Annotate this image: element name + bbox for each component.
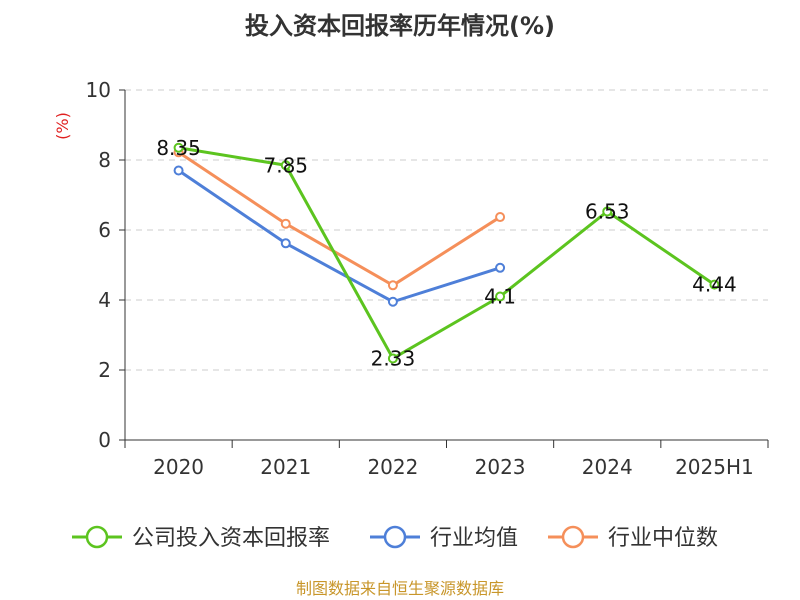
- legend-label: 行业中位数: [608, 526, 718, 551]
- data-point: [387, 353, 398, 364]
- data-point: [495, 212, 506, 223]
- series-layer: [173, 142, 720, 364]
- data-point: [709, 279, 720, 290]
- series-line-2: [177, 151, 501, 287]
- legend-marker: [561, 525, 585, 549]
- data-point: [173, 165, 184, 176]
- x-tick-label: 2023: [475, 455, 526, 479]
- data-label: 8.35: [156, 136, 201, 160]
- chart-title: 投入资本回报率历年情况(%): [245, 12, 555, 40]
- legend: 公司投入资本回报率 行业均值 行业中位数: [72, 525, 718, 551]
- data-point: [173, 142, 184, 153]
- y-tick-label: 4: [98, 288, 111, 312]
- legend-label: 公司投入资本回报率: [132, 526, 330, 551]
- series-line-0: [178, 146, 716, 360]
- data-label: 7.85: [263, 153, 308, 177]
- legend-marker: [383, 525, 407, 549]
- y-tick-label: 6: [98, 218, 111, 242]
- y-tick-label: 2: [98, 358, 111, 382]
- data-label: 4.1: [484, 285, 516, 309]
- data-label: 4.44: [692, 273, 737, 297]
- series-line-1: [177, 169, 501, 304]
- y-axis-unit-label: (%): [53, 112, 72, 140]
- y-tick-label: 10: [86, 78, 111, 102]
- grid-lines: [125, 89, 768, 371]
- x-tick-label: 2022: [367, 455, 418, 479]
- x-tick-label: 2020: [153, 455, 204, 479]
- data-labels: 8.35 7.85 2.33 4.1 6.53 4.44: [156, 136, 736, 371]
- data-point: [280, 218, 291, 229]
- x-tick-label: 2025H1: [675, 455, 754, 479]
- x-tick-label: 2024: [582, 455, 633, 479]
- legend-label: 行业均值: [430, 526, 518, 551]
- data-point: [602, 206, 613, 217]
- data-label: 2.33: [371, 346, 416, 370]
- data-point: [280, 238, 291, 249]
- axes: 0 2 4 6 8 10 2020 2021 2022 2023 2024 2025H1: [86, 78, 769, 479]
- data-point: [495, 262, 506, 273]
- y-tick-label: 0: [98, 428, 111, 452]
- data-point: [280, 160, 291, 171]
- x-tick-label: 2021: [260, 455, 311, 479]
- y-tick-label: 8: [98, 148, 111, 172]
- data-point: [387, 296, 398, 307]
- legend-marker: [85, 525, 109, 549]
- data-point: [495, 291, 506, 302]
- source-note: 制图数据来自恒生聚源数据库: [296, 579, 504, 598]
- data-label: 6.53: [585, 199, 630, 223]
- data-point: [387, 280, 398, 291]
